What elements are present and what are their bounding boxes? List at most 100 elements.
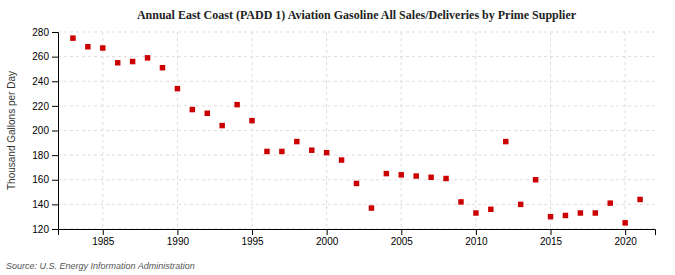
y-tick-label: 140	[32, 199, 49, 210]
x-tick-mark	[401, 229, 402, 235]
x-axis-line	[59, 230, 656, 236]
x-tick-mark	[551, 229, 552, 235]
x-tick-mark	[177, 229, 178, 235]
title: Annual East Coast (PADD 1) Aviation Gaso…	[137, 8, 577, 22]
point	[399, 172, 404, 177]
x-tick-mark	[476, 229, 477, 235]
x-grid-line	[550, 32, 551, 229]
point	[533, 177, 538, 182]
y-tick: 160	[32, 174, 58, 185]
point	[354, 181, 359, 186]
point	[637, 197, 642, 202]
y-grid-line	[58, 155, 655, 156]
y-axis-line	[52, 33, 59, 230]
y-tick: 140	[32, 199, 58, 210]
x-grid-line	[326, 32, 327, 229]
y-tick: 200	[32, 125, 58, 136]
y-tick-mark	[52, 204, 58, 205]
y-tick-mark	[52, 131, 58, 132]
point	[548, 214, 553, 219]
x-tick-label: 1990	[167, 236, 190, 247]
y-tick-label: 240	[32, 76, 49, 87]
point	[503, 139, 508, 144]
x-grid-line	[252, 32, 253, 229]
point	[145, 55, 150, 60]
y-tick-label: 260	[32, 51, 49, 62]
point	[324, 150, 329, 155]
x-tick-label: 2020	[615, 236, 638, 247]
x-grid-line	[401, 32, 402, 229]
point	[563, 213, 568, 218]
y-tick-label: 180	[32, 150, 49, 161]
point	[428, 175, 433, 180]
point	[488, 207, 493, 212]
point	[384, 171, 389, 176]
y-tick-mark	[52, 81, 58, 82]
point	[413, 173, 418, 178]
y-tick-label: 120	[32, 224, 49, 235]
x-tick-mark	[252, 229, 253, 235]
point	[309, 147, 314, 152]
y-axis: 120 140 160 180 200 220 240 260 280	[32, 27, 58, 235]
y-tick: 280	[32, 27, 58, 38]
x-tick-mark	[625, 229, 626, 235]
point	[205, 111, 210, 116]
y-tick-mark	[52, 57, 58, 58]
y-tick-mark	[52, 180, 58, 181]
point	[190, 107, 195, 112]
x-tick-label: 2000	[316, 236, 339, 247]
point	[622, 220, 627, 225]
y-tick-label: 160	[32, 174, 49, 185]
point	[249, 118, 254, 123]
x-tick-label: 1985	[92, 236, 115, 247]
y-tick-mark	[52, 155, 58, 156]
point	[339, 157, 344, 162]
y-grid-line	[58, 32, 655, 33]
point	[607, 200, 612, 205]
chart-container: 1985 1990 1995 2000 2005 2010 2015 2020 120 140 16…	[0, 0, 675, 275]
source-note: Source: U.S. Energy Information Administ…	[6, 261, 195, 271]
point	[175, 86, 180, 91]
point	[115, 60, 120, 65]
y-tick-mark	[52, 106, 58, 107]
x-axis: 1985 1990 1995 2000 2005 2010 2015 2020	[59, 229, 656, 247]
y-grid-line	[58, 204, 655, 205]
x-tick-mark	[103, 229, 104, 235]
x-tick: 1990	[167, 229, 190, 247]
x-grid-line	[177, 32, 178, 229]
y-grid-line	[58, 81, 655, 82]
y-tick: 120	[32, 224, 58, 235]
x-tick: 2020	[615, 229, 638, 247]
point	[219, 123, 224, 128]
point	[578, 210, 583, 215]
point	[160, 65, 165, 70]
point	[369, 205, 374, 210]
y-grid-line	[58, 105, 655, 106]
x-tick-label: 1995	[241, 236, 264, 247]
y-tick: 240	[32, 76, 58, 87]
x-tick: 2000	[316, 229, 339, 247]
point	[234, 102, 239, 107]
x-grid-line	[475, 32, 476, 229]
y-tick-mark	[52, 32, 58, 33]
point	[593, 210, 598, 215]
x-tick-label: 2005	[391, 236, 414, 247]
chart-svg: 1985 1990 1995 2000 2005 2010 2015 2020 120 140 16…	[0, 0, 675, 275]
point	[473, 210, 478, 215]
y-tick: 220	[32, 101, 58, 112]
y-tick-label: 280	[32, 27, 49, 38]
points	[70, 35, 643, 225]
y-tick: 180	[32, 150, 58, 161]
point	[279, 149, 284, 154]
y-tick: 260	[32, 51, 58, 62]
x-tick: 2010	[465, 229, 488, 247]
x-tick: 1995	[241, 229, 264, 247]
y-tick-label: 220	[32, 101, 49, 112]
y-axis-label: Thousand Gallons per Day	[6, 71, 17, 190]
x-tick-label: 2015	[540, 236, 563, 247]
x-tick-mark	[327, 229, 328, 235]
y-tick-label: 200	[32, 125, 49, 136]
point	[85, 44, 90, 49]
grid	[58, 32, 655, 229]
x-grid-line	[102, 32, 103, 229]
